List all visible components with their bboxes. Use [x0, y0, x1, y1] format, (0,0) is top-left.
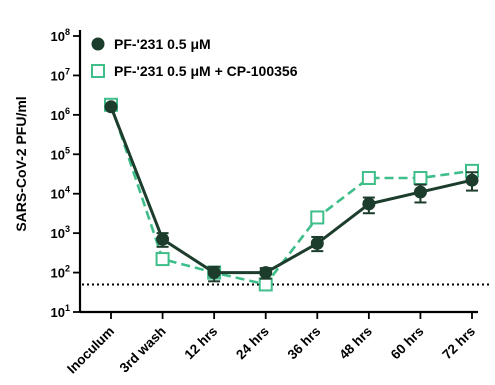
data-point [310, 210, 325, 225]
y-tick-label: 104 [51, 185, 70, 202]
legend-entry: PF-'231 0.5 μM [91, 36, 211, 52]
y-axis-label: SARS-CoV-2 PFU/ml [13, 96, 29, 231]
x-tick-label: Inoculum [64, 324, 117, 377]
y-tick-label: 106 [51, 106, 70, 123]
legend-marker [91, 37, 105, 51]
y-tick-label: 105 [51, 145, 70, 162]
x-tick-label: 60 hrs [388, 324, 427, 363]
y-tick-label: 108 [51, 27, 70, 44]
data-point [258, 277, 273, 292]
y-tick-label: 101 [51, 303, 70, 320]
data-point [413, 171, 428, 186]
x-tick-label: 24 hrs [233, 324, 272, 363]
y-tick-label: 107 [51, 66, 70, 83]
legend-entry: PF-'231 0.5 μM + CP-100356 [91, 63, 298, 79]
x-tick-label: 36 hrs [285, 324, 324, 363]
data-point [465, 173, 479, 187]
x-tick-label: 12 hrs [182, 324, 221, 363]
data-point [156, 232, 170, 246]
x-tick-label: 3rd wash [117, 324, 169, 376]
y-axis: 101 102 103 104 105 106 107 108 [51, 27, 82, 320]
x-axis: Inoculum 3rd wash 12 hrs 24 hrs 36 hrs 48 hrs… [64, 310, 478, 377]
legend: PF-'231 0.5 μM PF-'231 0.5 μM + CP-100356 [91, 36, 298, 79]
legend-label: PF-'231 0.5 μM + CP-100356 [114, 63, 298, 79]
series-line [109, 106, 473, 275]
legend-label: PF-'231 0.5 μM [114, 36, 211, 52]
series-line [109, 104, 473, 286]
data-point [310, 236, 324, 250]
y-tick-label: 103 [51, 224, 70, 241]
legend-marker [91, 64, 105, 78]
x-tick-label: 48 hrs [336, 324, 375, 363]
data-point [361, 171, 376, 186]
series-1 [104, 100, 479, 283]
series-layer [104, 97, 479, 292]
x-tick-label: 72 hrs [439, 324, 478, 363]
data-point [207, 266, 221, 280]
data-point [104, 100, 118, 114]
y-tick-label: 102 [51, 264, 70, 281]
data-point [155, 252, 170, 267]
data-point [413, 185, 427, 199]
data-point [259, 266, 273, 280]
data-point [362, 197, 376, 211]
